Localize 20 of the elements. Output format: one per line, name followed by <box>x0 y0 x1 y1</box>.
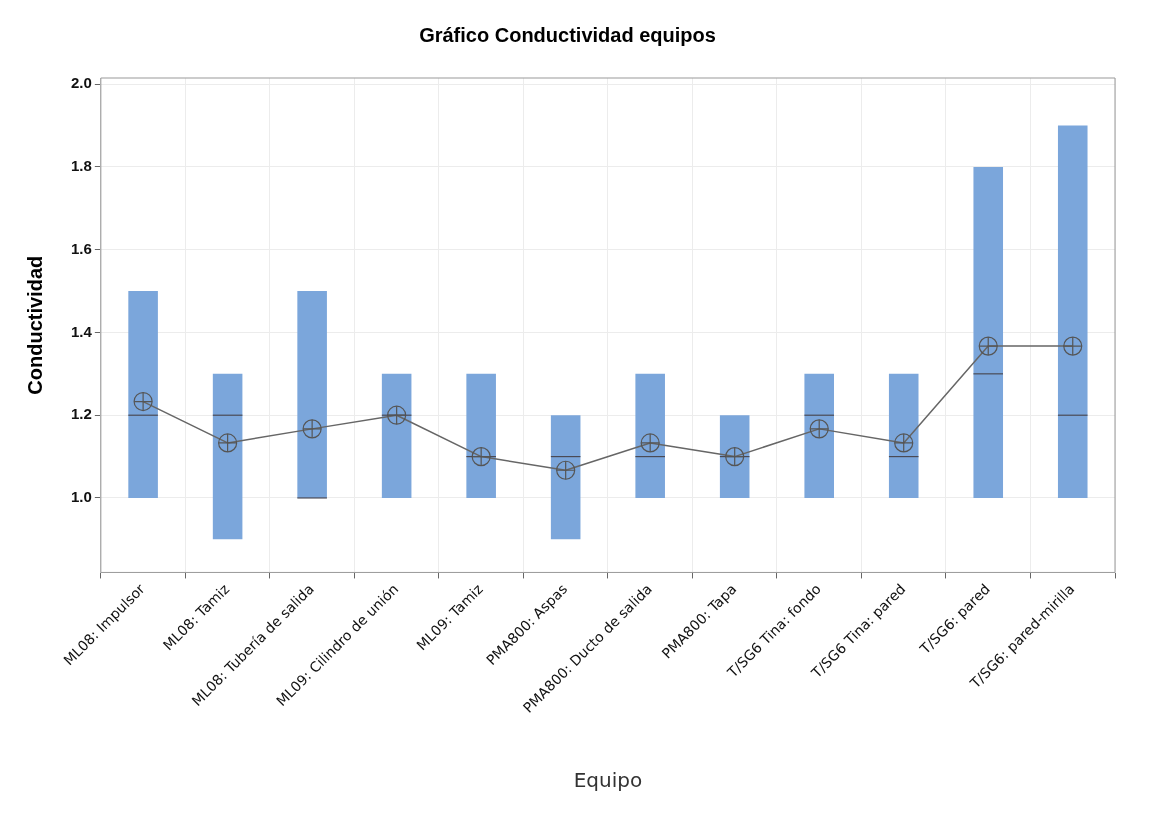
point <box>640 433 660 453</box>
point <box>387 405 407 425</box>
y-tick-label: 2.0 <box>70 74 92 92</box>
point <box>302 419 322 439</box>
x-axis-title: Equipo <box>573 768 643 793</box>
point <box>894 433 914 453</box>
y-tick-label: 1.0 <box>70 488 92 506</box>
point <box>1063 336 1083 356</box>
y-tick-label: 1.2 <box>70 405 92 423</box>
point <box>471 446 491 467</box>
point <box>218 433 238 453</box>
point <box>809 419 829 439</box>
y-tick-label: 1.6 <box>70 239 92 257</box>
point <box>133 391 153 412</box>
y-axis-title: Conductividad <box>23 255 46 395</box>
point <box>556 460 576 480</box>
chart-title: Gráfico Conductividad equipos <box>419 23 716 46</box>
y-tick-label: 1.4 <box>70 322 93 340</box>
point <box>978 336 998 356</box>
y-tick-label: 1.8 <box>70 157 92 175</box>
